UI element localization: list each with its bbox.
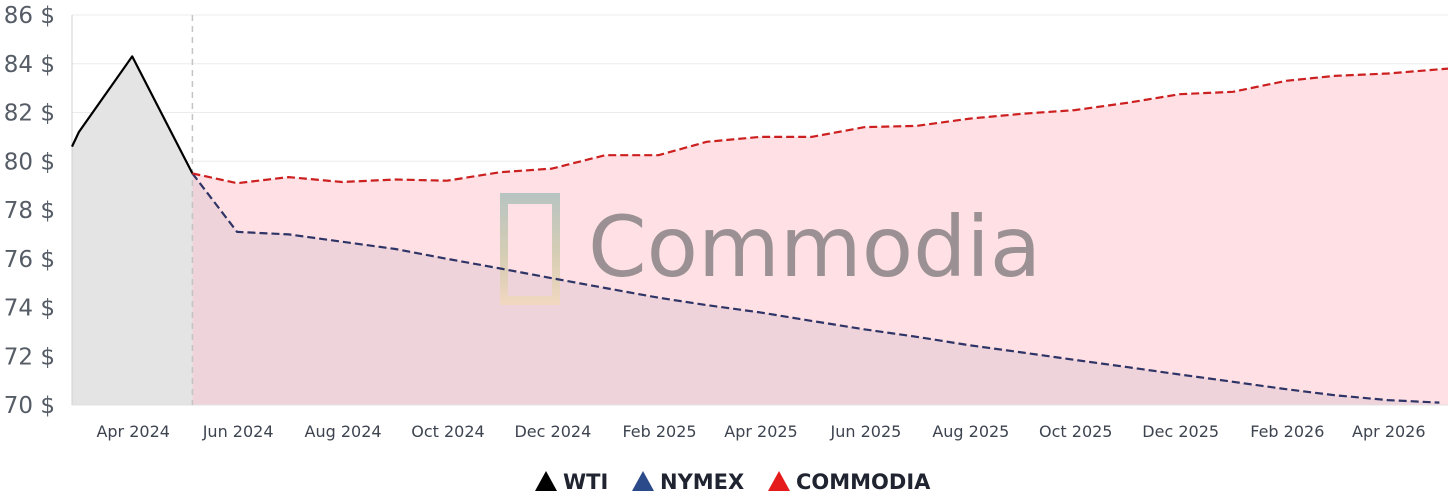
x-axis-labels: Apr 2024 Jun 2024 Aug 2024 Oct 2024 Dec 2024… [96,422,1425,441]
y-tick-label: 82 $ [4,101,55,127]
x-tick-label: Oct 2025 [1039,422,1112,441]
watermark-text: Commodia [588,198,1041,296]
y-tick-label: 78 $ [4,198,55,224]
series-line-commodia [192,67,1449,185]
legend-label: NYMEX [660,470,744,494]
x-tick-label: Jun 2024 [202,422,274,441]
wti-area-fill [72,56,193,406]
x-tick-label: Aug 2025 [932,422,1009,441]
x-tick-label: Dec 2024 [514,422,591,441]
x-tick-label: Dec 2025 [1142,422,1219,441]
x-tick-label: Apr 2024 [96,422,169,441]
y-tick-label: 70 $ [4,393,55,419]
x-tick-label: Feb 2025 [622,422,696,441]
legend-item-nymex[interactable]: NYMEX [632,470,744,494]
legend: WTI NYMEX COMMODIA [535,470,931,494]
y-tick-label: 74 $ [4,296,55,322]
triangle-icon [768,471,790,491]
x-tick-label: Jun 2025 [830,422,902,441]
y-axis-labels: 70 $ 72 $ 74 $ 76 $ 78 $ 80 $ 82 $ 84 $ 86 $ [4,3,55,419]
x-tick-label: Apr 2025 [724,422,797,441]
series-line-wti [71,55,194,174]
legend-label: COMMODIA [796,470,931,494]
area-fills [72,56,1448,406]
x-tick-label: Apr 2026 [1352,422,1425,441]
y-tick-label: 80 $ [4,149,55,175]
x-tick-label: Aug 2024 [305,422,382,441]
watermark: Commodia [500,193,1041,305]
nymex-area-fill [192,173,1440,405]
axes [71,15,1448,406]
legend-label: WTI [563,470,608,494]
x-tick-label: Oct 2024 [411,422,484,441]
legend-item-commodia[interactable]: COMMODIA [768,470,931,494]
triangle-icon [632,471,654,491]
y-tick-label: 86 $ [4,3,55,29]
y-tick-label: 72 $ [4,344,55,370]
series-line-nymex [191,172,1440,404]
y-tick-label: 76 $ [4,247,55,273]
watermark-logo-icon [500,193,560,305]
y-tick-label: 84 $ [4,52,55,78]
legend-item-wti[interactable]: WTI [535,470,608,494]
series-lines [71,55,1449,404]
triangle-icon [535,471,557,491]
commodia-area-fill [192,68,1448,405]
x-tick-label: Feb 2026 [1250,422,1324,441]
